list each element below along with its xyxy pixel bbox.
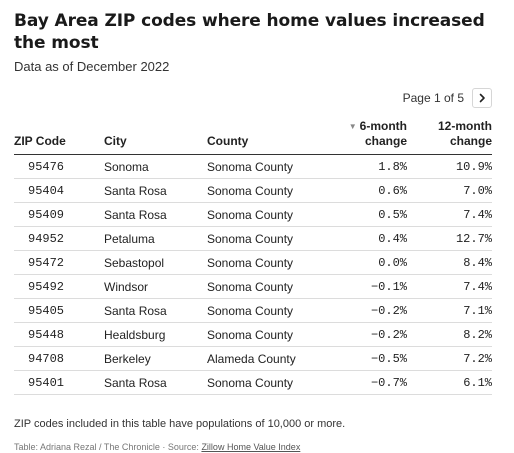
- table-body: 95476 Sonoma Sonoma County 1.8% 10.9% 95404 Sa…: [14, 154, 492, 395]
- column-header-twelve-month[interactable]: 12-month change: [407, 119, 492, 155]
- cell-county: Sonoma County: [207, 274, 322, 299]
- cell-twelve-month: 6.1%: [407, 370, 492, 395]
- cell-six-month: −0.1%: [322, 274, 407, 299]
- cell-city: Windsor: [104, 274, 207, 299]
- cell-city: Santa Rosa: [104, 202, 207, 227]
- cell-zip: 95404: [14, 178, 104, 203]
- source-link[interactable]: Zillow Home Value Index: [201, 442, 301, 452]
- cell-six-month: 0.0%: [322, 250, 407, 275]
- next-page-button[interactable]: [472, 88, 492, 108]
- column-header-six-month-line2: change: [364, 134, 407, 148]
- cell-six-month: 1.8%: [322, 154, 407, 179]
- sort-descending-icon: ▼: [348, 122, 357, 131]
- page-indicator: Page 1 of 5: [402, 91, 464, 105]
- column-header-six-month[interactable]: ▼ 6-month change: [322, 119, 407, 155]
- footnote: ZIP codes included in this table have po…: [14, 418, 346, 430]
- table-row: 95472 Sebastopol Sonoma County 0.0% 8.4%: [14, 250, 492, 275]
- cell-city: Berkeley: [104, 346, 207, 371]
- cell-zip: 95476: [14, 154, 104, 179]
- table-row: 95409 Santa Rosa Sonoma County 0.5% 7.4%: [14, 202, 492, 227]
- table-row: 95404 Santa Rosa Sonoma County 0.6% 7.0%: [14, 178, 492, 203]
- cell-twelve-month: 7.1%: [407, 298, 492, 323]
- table-row: 95492 Windsor Sonoma County −0.1% 7.4%: [14, 274, 492, 299]
- cell-city: Petaluma: [104, 226, 207, 251]
- cell-city: Healdsburg: [104, 322, 207, 347]
- cell-six-month: −0.7%: [322, 370, 407, 395]
- column-header-zip-label: ZIP Code: [14, 134, 66, 148]
- cell-zip: 95448: [14, 322, 104, 347]
- cell-twelve-month: 12.7%: [407, 226, 492, 251]
- column-header-six-month-line1: 6-month: [359, 119, 407, 133]
- cell-zip: 95409: [14, 202, 104, 227]
- page-title: Bay Area ZIP codes where home values inc…: [14, 11, 485, 53]
- cell-county: Sonoma County: [207, 250, 322, 275]
- cell-city: Sonoma: [104, 154, 207, 179]
- cell-zip: 94952: [14, 226, 104, 251]
- table-header-row: ZIP Code City County ▼ 6-month change 12-…: [14, 119, 492, 155]
- cell-county: Sonoma County: [207, 154, 322, 179]
- table-row: 94952 Petaluma Sonoma County 0.4% 12.7%: [14, 226, 492, 251]
- cell-city: Sebastopol: [104, 250, 207, 275]
- cell-six-month: −0.5%: [322, 346, 407, 371]
- cell-twelve-month: 7.4%: [407, 202, 492, 227]
- cell-twelve-month: 7.0%: [407, 178, 492, 203]
- cell-twelve-month: 7.4%: [407, 274, 492, 299]
- cell-county: Sonoma County: [207, 298, 322, 323]
- cell-county: Sonoma County: [207, 178, 322, 203]
- cell-county: Sonoma County: [207, 202, 322, 227]
- column-header-city[interactable]: City: [104, 119, 207, 155]
- cell-six-month: 0.6%: [322, 178, 407, 203]
- cell-county: Sonoma County: [207, 226, 322, 251]
- table-row: 95401 Santa Rosa Sonoma County −0.7% 6.1%: [14, 370, 492, 395]
- data-table: ZIP Code City County ▼ 6-month change 12-…: [14, 119, 492, 395]
- credit-text: Table: Adriana Rezal / The Chronicle · S…: [14, 442, 202, 452]
- column-header-twelve-month-line1: 12-month: [438, 119, 492, 133]
- cell-twelve-month: 7.2%: [407, 346, 492, 371]
- table-row: 95448 Healdsburg Sonoma County −0.2% 8.2%: [14, 322, 492, 347]
- cell-twelve-month: 8.2%: [407, 322, 492, 347]
- table-row: 94708 Berkeley Alameda County −0.5% 7.2%: [14, 346, 492, 371]
- cell-zip: 95492: [14, 274, 104, 299]
- cell-six-month: 0.4%: [322, 226, 407, 251]
- cell-twelve-month: 8.4%: [407, 250, 492, 275]
- cell-city: Santa Rosa: [104, 370, 207, 395]
- pagination: Page 1 of 5: [14, 87, 492, 109]
- cell-twelve-month: 10.9%: [407, 154, 492, 179]
- credit-line: Table: Adriana Rezal / The Chronicle · S…: [14, 441, 492, 453]
- cell-county: Sonoma County: [207, 370, 322, 395]
- page-subtitle: Data as of December 2022: [14, 59, 170, 74]
- cell-city: Santa Rosa: [104, 178, 207, 203]
- table-row: 95405 Santa Rosa Sonoma County −0.2% 7.1%: [14, 298, 492, 323]
- table-row: 95476 Sonoma Sonoma County 1.8% 10.9%: [14, 154, 492, 179]
- chevron-right-icon: [479, 93, 485, 103]
- column-header-twelve-month-line2: change: [449, 134, 492, 148]
- table-container: Bay Area ZIP codes where home values inc…: [14, 10, 492, 453]
- column-header-county[interactable]: County: [207, 119, 322, 155]
- cell-county: Sonoma County: [207, 322, 322, 347]
- cell-six-month: −0.2%: [322, 322, 407, 347]
- column-header-zip[interactable]: ZIP Code: [14, 119, 104, 155]
- cell-zip: 95472: [14, 250, 104, 275]
- column-header-city-label: City: [104, 134, 127, 148]
- cell-six-month: −0.2%: [322, 298, 407, 323]
- cell-zip: 94708: [14, 346, 104, 371]
- cell-zip: 95401: [14, 370, 104, 395]
- cell-county: Alameda County: [207, 346, 322, 371]
- cell-city: Santa Rosa: [104, 298, 207, 323]
- cell-six-month: 0.5%: [322, 202, 407, 227]
- column-header-county-label: County: [207, 134, 249, 148]
- cell-zip: 95405: [14, 298, 104, 323]
